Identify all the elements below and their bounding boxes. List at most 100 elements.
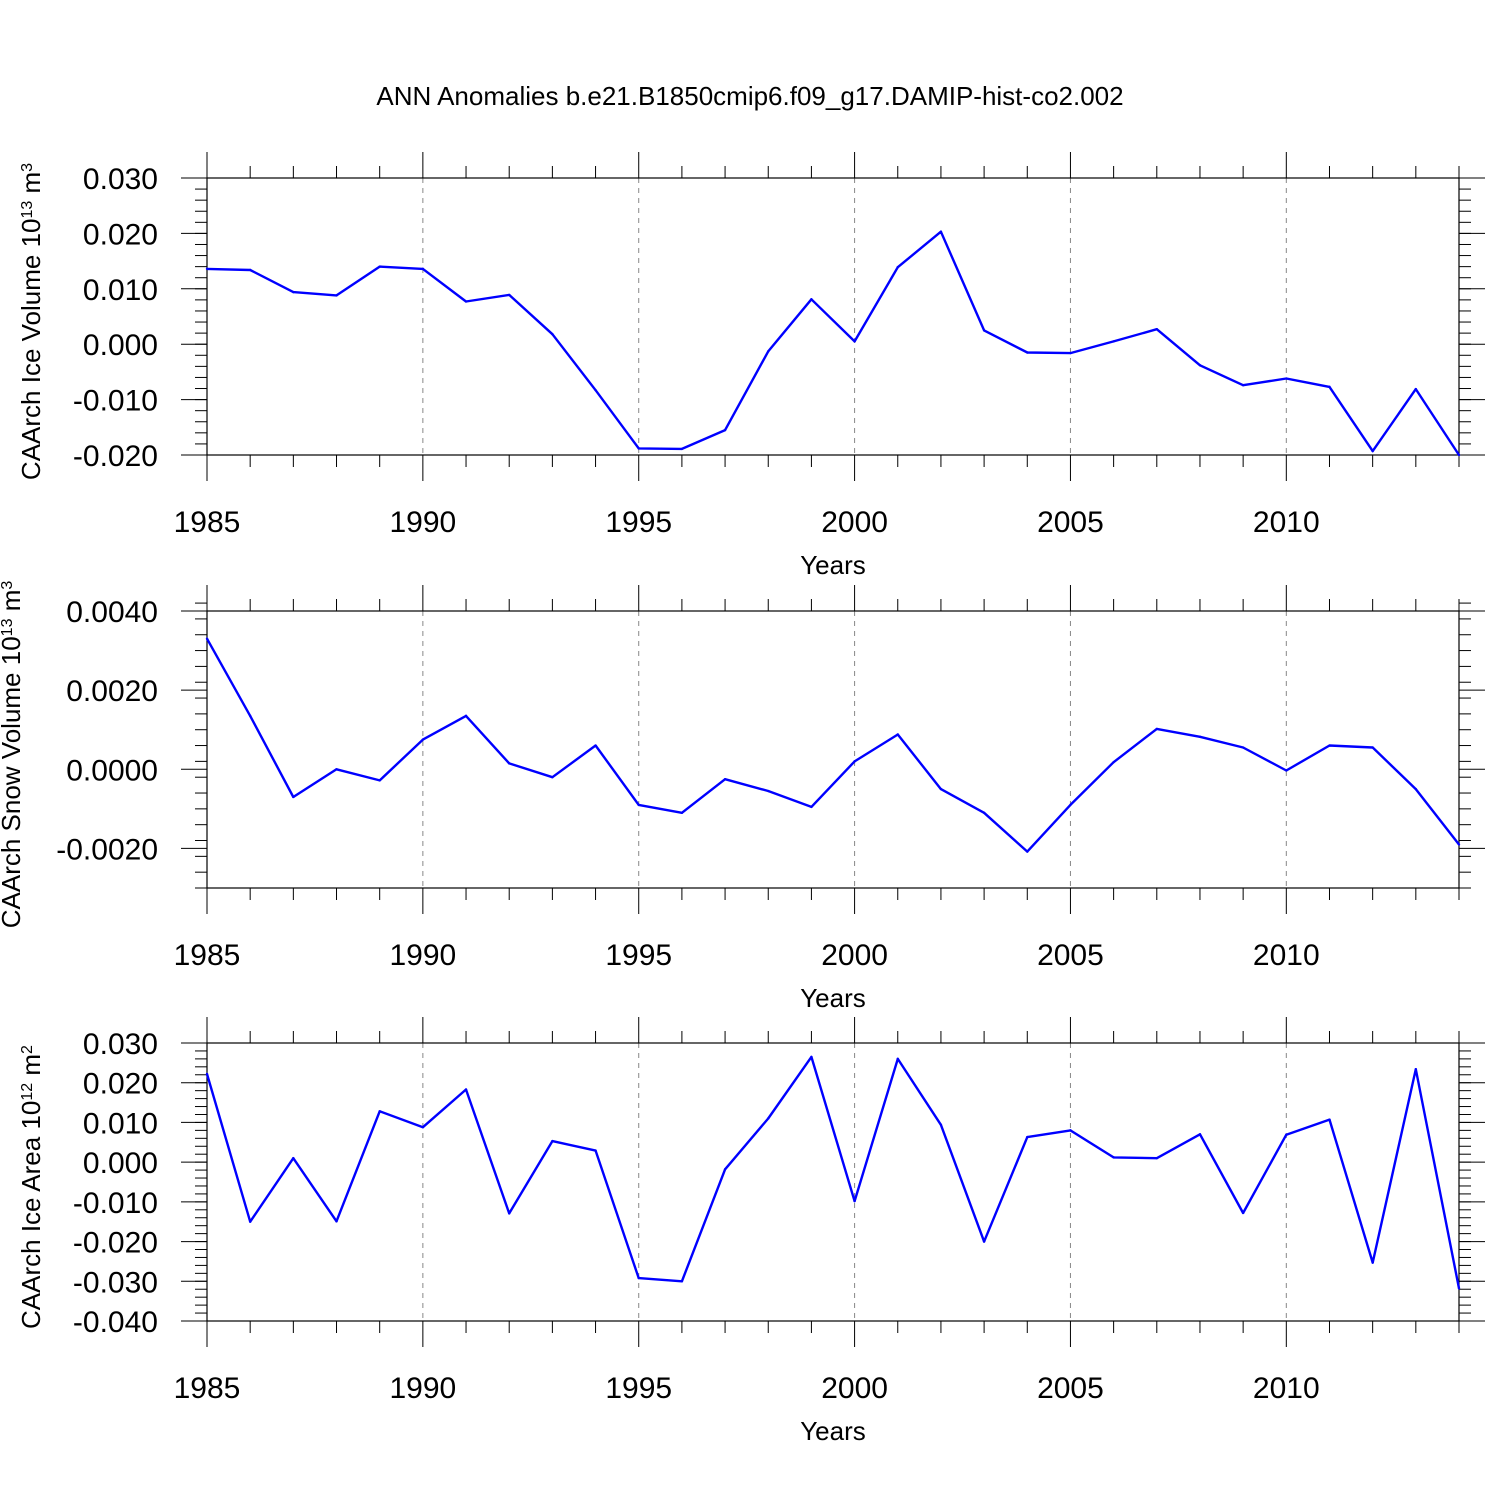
- x-tick-label: 2000: [821, 506, 888, 539]
- data-point: [723, 428, 727, 432]
- data-point: [421, 738, 425, 741]
- data-point: [767, 789, 770, 793]
- data-point: [1285, 1133, 1288, 1136]
- y-tick-label: 0.000: [83, 329, 158, 362]
- x-tick-label: 1990: [389, 939, 456, 972]
- x-tick-label: 1985: [174, 1372, 241, 1405]
- data-point: [205, 267, 209, 271]
- x-axis-label: Years: [800, 1416, 866, 1446]
- data-point: [810, 1055, 813, 1059]
- data-point: [1198, 1133, 1202, 1136]
- y-tick-label: -0.0020: [56, 833, 158, 866]
- data-point: [335, 294, 338, 297]
- data-point: [1155, 727, 1158, 731]
- data-point: [508, 762, 511, 765]
- data-point: [508, 1212, 511, 1215]
- y-tick-label: 0.000: [83, 1147, 158, 1180]
- x-tick-label: 2010: [1253, 1372, 1320, 1405]
- data-point: [896, 1057, 899, 1061]
- data-point: [810, 805, 813, 809]
- data-point: [464, 300, 468, 303]
- data-point: [421, 267, 425, 271]
- data-point: [421, 1125, 425, 1129]
- x-tick-label: 2010: [1253, 506, 1320, 539]
- data-point: [1026, 1135, 1029, 1139]
- data-point: [853, 760, 856, 763]
- data-point: [205, 637, 209, 640]
- data-point: [982, 811, 986, 815]
- data-point: [464, 1088, 468, 1091]
- data-point: [1112, 760, 1115, 764]
- data-point: [767, 1117, 770, 1120]
- data-point: [939, 230, 943, 233]
- x-tick-label: 1990: [389, 1372, 456, 1405]
- data-point: [939, 787, 943, 791]
- x-tick-label: 2005: [1037, 506, 1104, 539]
- data-point: [292, 795, 295, 799]
- panels: -0.020 -0.010 0.000 0.010 0.020 0.030 1985 1990…: [0, 152, 1485, 1446]
- data-point: [982, 329, 986, 332]
- x-tick-label: 2005: [1037, 1372, 1104, 1405]
- data-point: [1414, 1068, 1418, 1071]
- data-point: [551, 776, 554, 779]
- data-point: [1371, 1261, 1374, 1264]
- data-point: [1285, 377, 1288, 380]
- data-point: [1285, 769, 1288, 772]
- data-point: [1155, 1156, 1158, 1160]
- data-point: [637, 803, 640, 807]
- data-point: [896, 265, 899, 269]
- data-point: [1414, 387, 1418, 391]
- y-tick-label: 0.030: [83, 1028, 158, 1061]
- y-tick-label: 0.020: [83, 218, 158, 251]
- data-point: [723, 1168, 727, 1171]
- data-point: [1328, 744, 1331, 747]
- x-axis-label: Years: [800, 983, 866, 1013]
- x-tick-label: 2010: [1253, 939, 1320, 972]
- data-point: [248, 1220, 252, 1223]
- x-tick-label: 2000: [821, 1372, 888, 1405]
- plot-frame: [206, 1042, 1460, 1322]
- data-point: [335, 768, 338, 771]
- y-tick-label: 0.030: [83, 163, 158, 196]
- x-tick-label: 1985: [174, 506, 241, 539]
- data-point: [1328, 385, 1331, 389]
- panel-ice-area: -0.040 -0.030 -0.020 -0.010 0.000 0.010 0.020 0…: [16, 1017, 1485, 1446]
- data-point: [1414, 787, 1418, 791]
- data-point: [1112, 340, 1115, 343]
- y-tick-label: 0.010: [83, 1107, 158, 1140]
- data-point: [248, 268, 252, 272]
- data-point: [1371, 746, 1374, 749]
- plot-frame: [206, 610, 1460, 889]
- y-tick-label: 0.0040: [66, 596, 158, 629]
- series-line-ice-area: [205, 1055, 1461, 1289]
- data-point: [939, 1123, 943, 1127]
- data-point: [1457, 453, 1461, 457]
- data-point: [1241, 383, 1245, 387]
- data-point: [292, 1156, 295, 1160]
- data-point: [205, 1072, 209, 1076]
- y-tick-label: -0.010: [73, 385, 158, 418]
- data-point: [1069, 1129, 1072, 1132]
- data-point: [1198, 735, 1202, 739]
- data-point: [464, 714, 468, 718]
- y-axis-label: CAArch Ice Volume 1013 m3: [16, 163, 46, 480]
- data-point: [853, 1199, 856, 1203]
- panel-ice-volume: -0.020 -0.010 0.000 0.010 0.020 0.030 1985 1990…: [16, 152, 1485, 580]
- data-point: [1026, 351, 1029, 354]
- data-point: [853, 340, 856, 343]
- data-point: [551, 1139, 554, 1143]
- plot-frame: [206, 177, 1460, 456]
- x-tick-label: 1995: [605, 939, 672, 972]
- x-tick-label: 1995: [605, 1372, 672, 1405]
- data-point: [680, 811, 684, 815]
- data-point: [1457, 843, 1461, 846]
- data-point: [378, 1110, 381, 1113]
- y-tick-label: -0.040: [73, 1306, 158, 1339]
- x-axis-label: Years: [800, 550, 866, 580]
- data-point: [1198, 364, 1202, 367]
- x-tick-label: 2005: [1037, 939, 1104, 972]
- data-point: [1371, 449, 1374, 453]
- x-tick-label: 1990: [389, 506, 456, 539]
- data-point: [1241, 1211, 1245, 1215]
- data-point: [637, 447, 640, 450]
